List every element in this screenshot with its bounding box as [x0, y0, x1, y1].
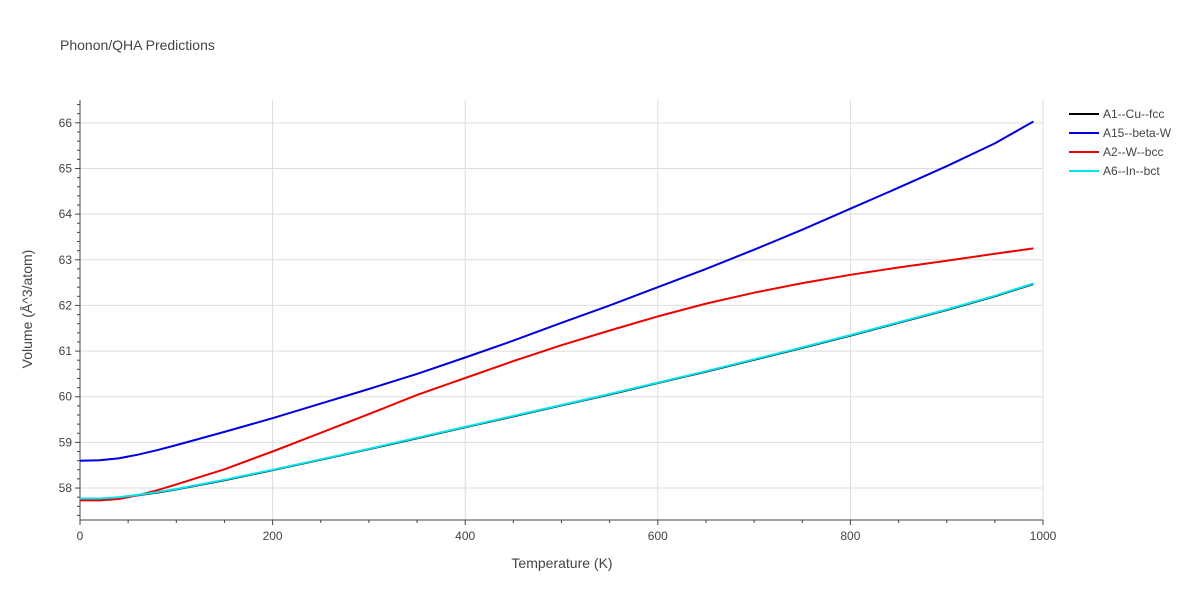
- legend-item-2[interactable]: A15--beta-W: [1069, 126, 1172, 140]
- legend-label: A2--W--bcc: [1103, 145, 1163, 159]
- x-tick-label: 1000: [1030, 529, 1057, 543]
- y-tick-label: 65: [59, 161, 73, 175]
- legend-item-4[interactable]: A6--In--bct: [1069, 164, 1160, 178]
- y-tick-label: 61: [59, 344, 73, 358]
- y-tick-label: 66: [59, 116, 73, 130]
- y-tick-label: 63: [59, 253, 73, 267]
- y-tick-label: 62: [59, 298, 73, 312]
- y-axis-title: Volume (Å^3/atom): [19, 250, 35, 369]
- legend[interactable]: A1--Cu--fcc A15--beta-W A2--W--bcc A6--In--…: [1069, 107, 1172, 178]
- x-tick-label: 800: [840, 529, 860, 543]
- legend-item-3[interactable]: A2--W--bcc: [1069, 145, 1163, 159]
- y-tick-label: 64: [59, 207, 73, 221]
- y-tick-label: 58: [59, 481, 73, 495]
- series-line-2[interactable]: [79, 120, 1034, 462]
- legend-label: A1--Cu--fcc: [1103, 107, 1164, 121]
- chart-title: Phonon/QHA Predictions: [60, 37, 215, 53]
- x-tick-label: 600: [648, 529, 668, 543]
- y-tick-label: 60: [59, 390, 73, 404]
- x-tick-label: 400: [455, 529, 475, 543]
- x-tick-label: 200: [263, 529, 283, 543]
- legend-item-1[interactable]: A1--Cu--fcc: [1069, 107, 1164, 121]
- legend-label: A6--In--bct: [1103, 164, 1160, 178]
- axes: 0 200 400 600 800 1000 58 59 60 61 62 63 64 65 66: [59, 100, 1057, 543]
- series-line-3[interactable]: [80, 247, 1034, 502]
- x-axis-title: Temperature (K): [511, 555, 612, 571]
- x-tick-label: 0: [77, 529, 84, 543]
- series-layer: [79, 120, 1034, 502]
- series-line-4[interactable]: [80, 282, 1034, 500]
- grid: [80, 100, 1044, 520]
- y-tick-label: 59: [59, 435, 73, 449]
- legend-label: A15--beta-W: [1103, 126, 1172, 140]
